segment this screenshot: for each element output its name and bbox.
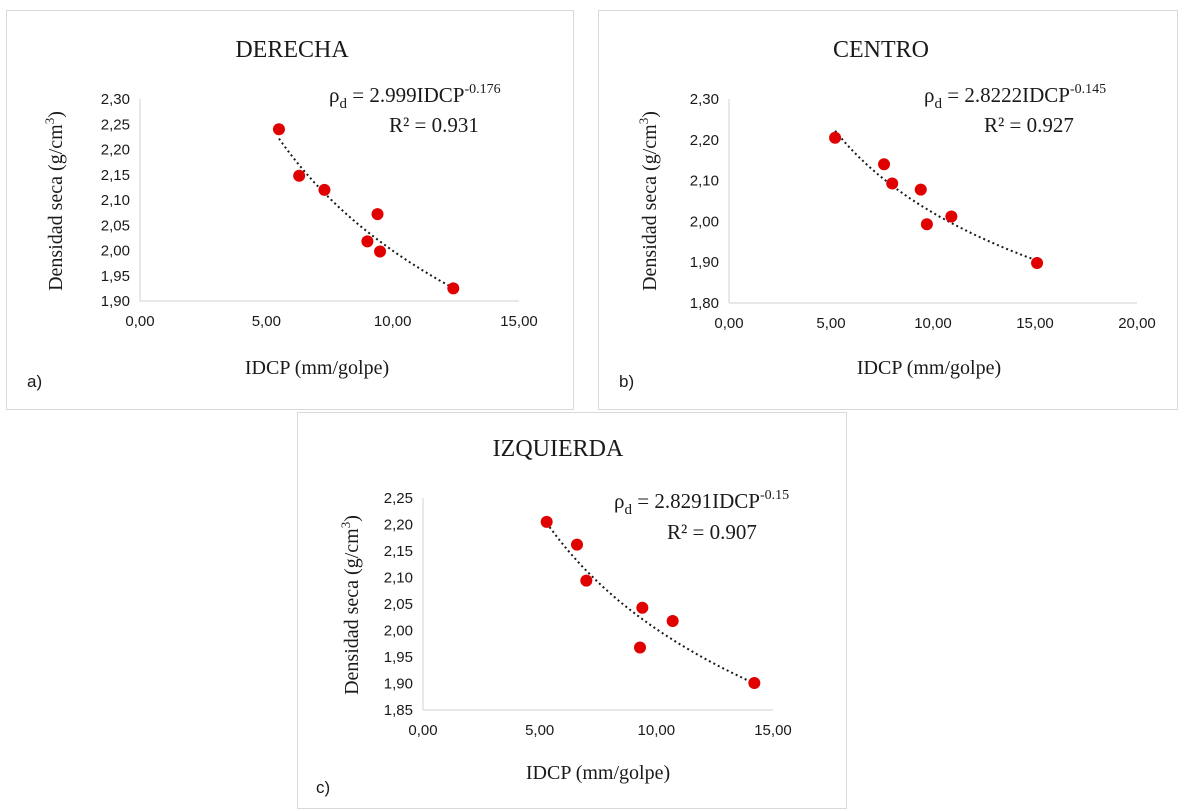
y-tick-label: 2,20 [101,142,130,159]
data-point [920,218,933,231]
trendline-equation: ρd = 2.8222IDCP-0.145 [924,82,1106,112]
data-point [945,210,958,223]
y-tick-label: 1,95 [384,649,413,666]
trendline-equation: ρd = 2.8291IDCP-0.15 [614,488,789,518]
y-axis-label: Densidad seca (g/cm3) [42,111,67,291]
y-tick-label: 1,80 [690,295,719,312]
y-tick-label: 2,10 [690,173,719,190]
data-point [540,515,553,528]
y-axis-label: Densidad seca (g/cm3) [636,111,661,291]
x-tick-label: 10,00 [638,722,676,739]
data-point [361,235,374,248]
chart-panel-centro: CENTRO 1,80 1,90 2,00 2,10 2,20 2,30 0,00 5,00 10… [598,10,1178,410]
data-point [914,183,927,196]
data-point [878,158,891,171]
y-tick-label: 2,10 [101,192,130,209]
trendline [278,138,454,289]
chart-title: DERECHA [235,37,349,63]
x-tick-label: 15,00 [754,722,792,739]
data-point [748,676,761,689]
y-tick-label: 2,30 [690,91,719,108]
panel-label: a) [27,372,42,391]
r-squared-label: R² = 0.907 [667,520,757,544]
y-tick-label: 2,00 [101,243,130,260]
data-point [272,123,285,136]
x-tick-label: 15,00 [1016,315,1054,332]
y-tick-label: 2,20 [690,132,719,149]
data-point [318,183,331,196]
trendline [834,130,1038,262]
y-axis-label: Densidad seca (g/cm3) [338,515,363,695]
x-tick-label: 15,00 [500,313,538,330]
x-tick-label: 5,00 [525,722,554,739]
data-point [571,538,583,551]
data-point [666,614,679,627]
chart-title: CENTRO [833,37,929,63]
panel-label: c) [316,778,330,797]
x-tick-label: 0,00 [125,313,154,330]
data-point [1031,257,1044,270]
data-point [580,574,593,587]
y-tick-label: 2,25 [384,490,413,507]
x-axis-label: IDCP (mm/golpe) [245,357,389,379]
panel-label: b) [619,372,634,391]
x-tick-label: 20,00 [1118,315,1156,332]
data-point [636,601,649,614]
x-tick-label: 5,00 [816,315,845,332]
y-tick-label: 2,30 [101,91,130,108]
data-point [447,282,460,295]
y-tick-label: 2,20 [384,517,413,534]
data-point [293,169,306,182]
y-tick-label: 2,00 [690,213,719,230]
y-tick-label: 1,90 [690,254,719,271]
y-tick-label: 2,15 [384,543,413,560]
trendline-equation: ρd = 2.999IDCP-0.176 [329,82,501,112]
data-point [829,131,842,144]
x-tick-label: 0,00 [714,315,743,332]
x-axis-label: IDCP (mm/golpe) [857,357,1001,379]
y-tick-label: 1,90 [101,293,130,310]
x-tick-label: 5,00 [252,313,281,330]
data-point [886,177,899,190]
chart-centro: CENTRO 1,80 1,90 2,00 2,10 2,20 2,30 0,00 5,00 10… [619,37,1156,391]
y-tick-label: 1,95 [101,268,130,285]
chart-derecha: DERECHA 1,90 1,95 2,00 2,05 2,10 2,15 2,20 2,25 2… [27,37,538,391]
x-axis-label: IDCP (mm/golpe) [526,762,670,784]
chart-title: IZQUIERDA [493,436,624,462]
x-tick-label: 10,00 [374,313,412,330]
x-tick-label: 10,00 [914,315,952,332]
data-point [634,641,646,654]
chart-panel-derecha: DERECHA 1,90 1,95 2,00 2,05 2,10 2,15 2,20 2,25 2… [6,10,574,410]
y-tick-label: 2,05 [384,596,413,613]
data-point [371,208,384,221]
y-tick-label: 1,85 [384,702,413,719]
y-tick-label: 2,15 [101,167,130,184]
y-tick-label: 2,00 [384,623,413,640]
chart-izquierda: IZQUIERDA 1,85 1,90 1,95 2,00 2,05 2,10 2,15 2,2… [316,436,792,797]
y-tick-label: 2,05 [101,217,130,234]
chart-panel-izquierda: IZQUIERDA 1,85 1,90 1,95 2,00 2,05 2,10 2,15 2,2… [297,412,847,809]
r-squared-label: R² = 0.927 [984,113,1074,137]
trendline [545,522,755,685]
r-squared-label: R² = 0.931 [389,113,479,137]
y-tick-label: 2,25 [101,116,130,133]
y-tick-label: 2,10 [384,570,413,587]
data-point [374,245,387,258]
x-tick-label: 0,00 [408,722,437,739]
y-tick-label: 1,90 [384,676,413,693]
